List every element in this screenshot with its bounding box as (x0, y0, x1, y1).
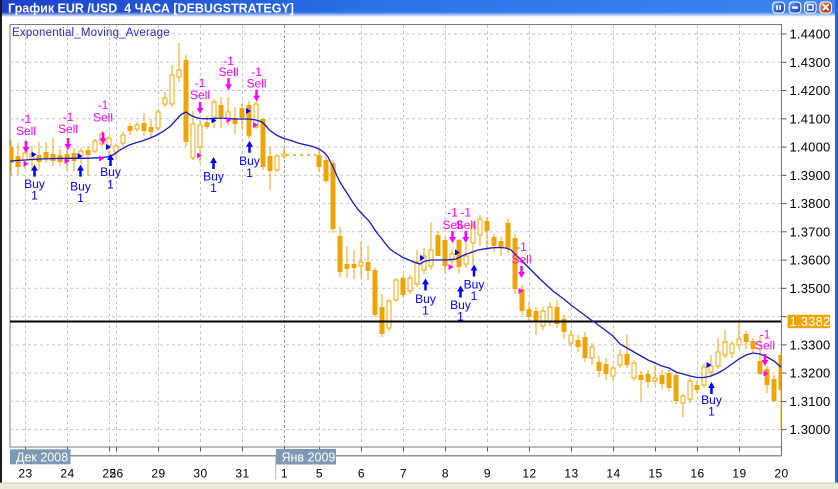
svg-text:-1: -1 (516, 240, 527, 254)
svg-text:1.3200: 1.3200 (790, 366, 831, 381)
svg-text:Sell: Sell (456, 218, 476, 232)
svg-text:Sell: Sell (218, 65, 238, 79)
svg-text:Янв 2009: Янв 2009 (282, 450, 336, 464)
svg-text:1.3100: 1.3100 (790, 394, 831, 409)
svg-text:Sell: Sell (755, 339, 775, 353)
svg-text:1.4200: 1.4200 (790, 83, 831, 98)
svg-text:25: 25 (102, 467, 116, 481)
svg-text:Buy: Buy (450, 298, 471, 312)
svg-text:-1: -1 (447, 206, 458, 220)
svg-text:-1: -1 (21, 112, 32, 126)
svg-text:1: 1 (457, 310, 464, 324)
svg-text:Buy: Buy (701, 393, 722, 407)
svg-text:1: 1 (107, 178, 114, 192)
svg-text:14: 14 (606, 467, 620, 481)
svg-text:15: 15 (648, 467, 662, 481)
svg-text:16: 16 (690, 467, 704, 481)
svg-text:Buy: Buy (239, 154, 260, 168)
svg-text:Exponential_Moving_Average: Exponential_Moving_Average (12, 27, 170, 39)
svg-text:Buy: Buy (70, 180, 91, 194)
svg-text:19: 19 (732, 467, 746, 481)
svg-text:-1: -1 (223, 54, 234, 68)
svg-text:13: 13 (564, 467, 578, 481)
svg-text:26: 26 (109, 467, 123, 481)
svg-text:-1: -1 (251, 65, 262, 79)
svg-text:1.4000: 1.4000 (790, 140, 831, 155)
svg-text:8: 8 (442, 467, 449, 481)
svg-text:Buy: Buy (415, 292, 436, 306)
svg-text:1.4100: 1.4100 (790, 111, 831, 126)
svg-text:29: 29 (151, 467, 165, 481)
svg-text:1: 1 (708, 405, 715, 419)
svg-text:Sell: Sell (442, 218, 462, 232)
svg-text:1: 1 (246, 166, 253, 180)
svg-text:-1: -1 (760, 328, 771, 342)
svg-text:30: 30 (193, 467, 207, 481)
svg-text:Buy: Buy (203, 170, 224, 184)
svg-text:1.3800: 1.3800 (790, 196, 831, 211)
svg-text:31: 31 (235, 467, 249, 481)
svg-text:-1: -1 (195, 76, 206, 90)
svg-text:1: 1 (77, 191, 84, 205)
svg-text:20: 20 (774, 467, 788, 481)
svg-text:-1: -1 (98, 98, 109, 112)
svg-text:1.3600: 1.3600 (790, 253, 831, 268)
svg-text:12: 12 (522, 467, 536, 481)
svg-text:Sell: Sell (511, 253, 531, 267)
svg-text:Sell: Sell (16, 124, 36, 138)
svg-text:1: 1 (471, 289, 478, 303)
svg-text:-1: -1 (460, 206, 471, 220)
svg-text:1.3500: 1.3500 (790, 281, 831, 296)
svg-text:1.4300: 1.4300 (790, 55, 831, 70)
svg-text:7: 7 (400, 467, 407, 481)
svg-text:Buy: Buy (464, 278, 485, 292)
svg-text:-1: -1 (63, 110, 74, 124)
svg-text:1: 1 (422, 304, 429, 318)
svg-text:1.3700: 1.3700 (790, 224, 831, 239)
svg-text:Sell: Sell (93, 110, 113, 124)
svg-text:Дек 2008: Дек 2008 (16, 450, 68, 464)
svg-text:1.4400: 1.4400 (790, 27, 831, 42)
svg-text:1.3300: 1.3300 (790, 338, 831, 353)
svg-text:Buy: Buy (24, 177, 45, 191)
svg-text:1.3900: 1.3900 (790, 168, 831, 183)
svg-text:1: 1 (210, 181, 217, 195)
svg-text:9: 9 (484, 467, 491, 481)
svg-text:24: 24 (60, 467, 74, 481)
svg-text:График EUR /USD 4 ЧАСА [DEBUG: График EUR /USD 4 ЧАСА [DEBUGSTRATEGY] (8, 2, 294, 16)
svg-text:1.3000: 1.3000 (790, 422, 831, 437)
svg-text:1: 1 (281, 467, 288, 481)
svg-text:1.3382: 1.3382 (790, 314, 831, 329)
svg-text:1: 1 (31, 189, 38, 203)
svg-text:Sell: Sell (190, 88, 210, 102)
svg-text:6: 6 (358, 467, 365, 481)
svg-text:Buy: Buy (100, 165, 121, 179)
svg-text:23: 23 (18, 467, 32, 481)
svg-text:Sell: Sell (246, 76, 266, 90)
svg-text:5: 5 (316, 467, 323, 481)
svg-text:Sell: Sell (58, 122, 78, 136)
